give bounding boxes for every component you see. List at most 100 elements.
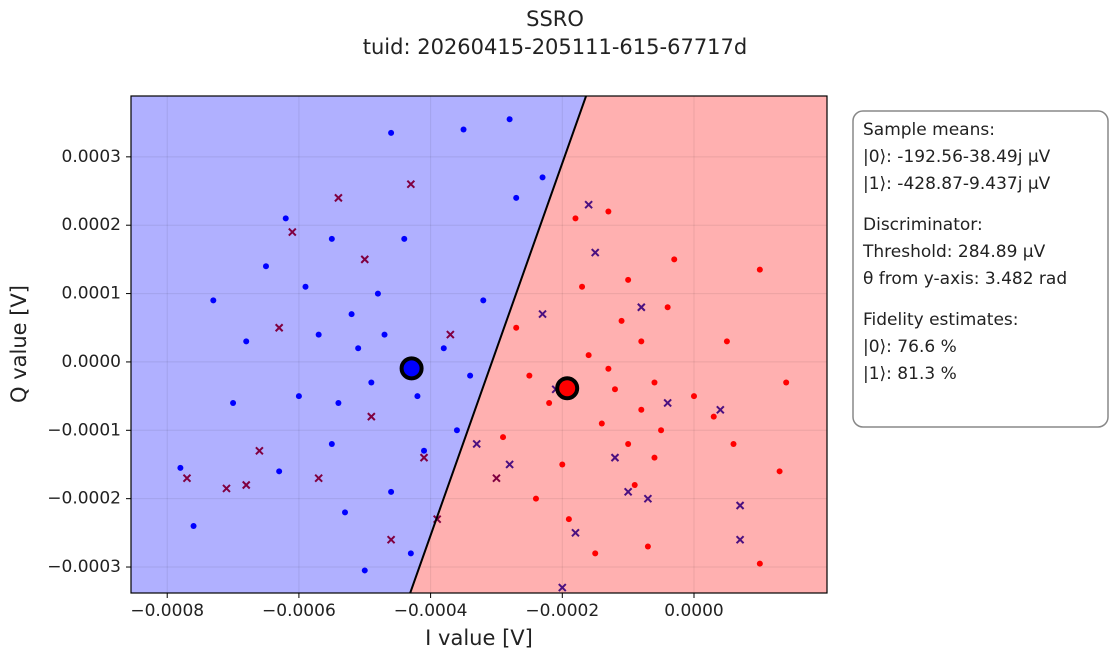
x-point [314,473,323,483]
point [756,266,763,273]
point [230,399,237,406]
point [361,567,368,574]
y-tick-label: 0.0002 [62,215,121,235]
y-axis-label: Q value [V] [7,285,31,403]
x-point [637,303,646,312]
point [625,440,632,447]
x-point [663,398,672,408]
point [328,440,335,447]
point [335,399,342,406]
plot-area [131,96,827,593]
info-box [852,110,1109,428]
mean-marker [555,376,580,401]
point [295,393,302,400]
point [776,468,783,475]
y-tick-label: −0.0003 [47,557,121,577]
x-point [623,487,633,497]
x-point [360,255,369,264]
x-tick-label: −0.0006 [262,601,336,621]
x-point [288,227,297,237]
y-tick-label: 0.0001 [62,284,121,304]
point [506,116,513,123]
point [546,399,553,406]
point [467,372,474,379]
point [210,297,217,304]
plot-frame [130,95,828,594]
point [625,276,632,283]
point [651,379,658,386]
point [579,283,586,290]
point [658,427,665,434]
x-tick-label: 0.0000 [664,601,723,621]
region-left [131,96,587,593]
point [480,297,487,304]
x-point [242,480,251,490]
point [638,406,645,413]
info-text: Threshold: 284.89 μV [862,242,1046,262]
x-point [419,453,429,462]
point [282,215,289,222]
region-right [410,96,827,593]
point [526,372,533,379]
x-point [446,330,455,339]
point [355,345,362,352]
x-point [386,535,396,544]
x-point [255,446,264,456]
x-point [735,535,745,544]
point [631,481,638,488]
point [513,194,520,201]
y-tick-label: −0.0002 [47,489,121,509]
point [730,440,737,447]
point [638,338,645,345]
x-point [406,179,416,189]
point [440,345,447,352]
info-text: Fidelity estimates: [863,310,1018,330]
point [276,468,283,475]
point [598,420,605,427]
x-point [274,323,284,332]
info-text: |0⟩: 76.6 % [863,337,957,357]
point [723,338,730,345]
y-tick-label: 0.0000 [62,352,121,372]
point [585,352,592,359]
point [605,208,612,215]
info-text: θ from y-axis: 3.482 rad [863,269,1067,289]
x-point [735,501,745,510]
x-point [538,309,547,319]
point [690,393,697,400]
y-tick-label: 0.0003 [62,147,121,167]
point [421,447,428,454]
x-point [558,583,567,592]
point [664,304,671,311]
point [559,461,566,468]
point [401,235,408,242]
x-point [222,484,231,493]
x-point [367,412,376,421]
x-point [584,200,593,209]
point [453,427,460,434]
point [302,283,309,290]
point [532,495,539,502]
info-text: |1⟩: -428.87-9.437j μV [863,174,1051,194]
point [342,509,349,516]
x-tick-label: −0.0002 [525,601,599,621]
x-point [571,528,580,538]
info-text: |0⟩: -192.56-38.49j μV [863,147,1051,167]
x-axis-label: I value [V] [425,626,533,650]
point [611,386,618,393]
point [177,464,184,471]
point [368,379,375,386]
point [348,311,355,318]
point [388,129,395,136]
point [388,488,395,495]
point [315,331,322,338]
x-point [591,248,600,257]
point [513,324,520,331]
point [756,560,763,567]
info-text: Sample means: [863,120,995,140]
point [783,379,790,386]
info-text: |1⟩: 81.3 % [863,364,957,384]
point [710,413,717,420]
point [190,523,197,530]
point [539,174,546,181]
